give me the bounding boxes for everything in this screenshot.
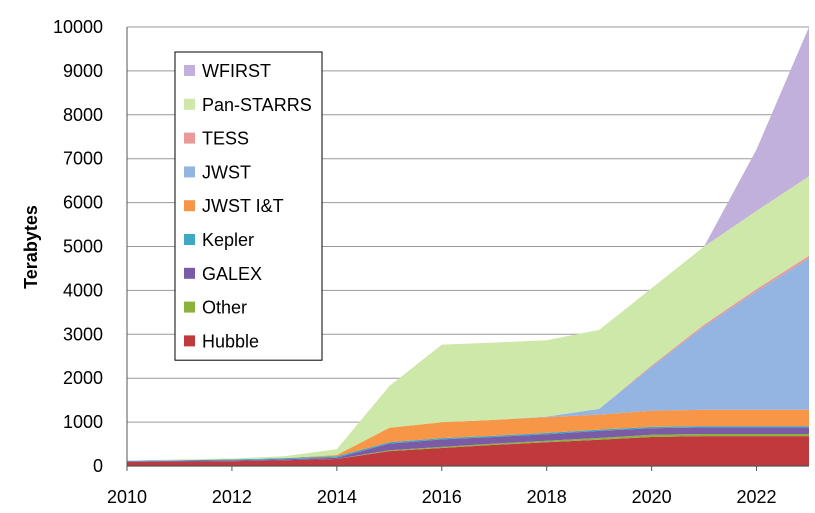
x-tick-label: 2014 [317,487,357,507]
legend-label: GALEX [202,264,262,284]
area-pan-starrs [127,176,809,461]
legend-swatch [184,335,195,347]
legend-label: WFIRST [202,61,271,81]
y-tick-label: 2000 [63,368,103,388]
x-tick-label: 2018 [527,487,567,507]
area-jwst-i-t [127,409,809,461]
y-tick-labels: 0 1000 2000 3000 4000 5000 6000 7000 8000 9000 100… [53,17,103,476]
x-tick-label: 2012 [212,487,252,507]
legend-swatch [184,98,195,110]
legend-label: TESS [202,129,249,149]
legend-swatch [184,234,195,245]
legend-swatch [184,267,195,279]
area-jwst [127,258,809,461]
data-areas [127,27,809,466]
area-hubble [127,436,809,466]
x-tick-label: 2010 [107,487,147,507]
legend-label: JWST [202,162,251,182]
y-tick-label: 7000 [63,149,103,169]
y-tick-label: 3000 [63,324,103,344]
legend-label: Pan-STARRS [202,95,312,115]
y-tick-label: 6000 [63,193,103,213]
legend-label: Kepler [202,230,254,250]
legend: WFIRST Pan-STARRS TESS JWST JWST I&T Kepler GA… [174,51,323,361]
y-tick-label: 9000 [63,61,103,81]
x-tick-label: 2022 [737,487,777,507]
legend-box [174,51,323,361]
legend-swatch [184,65,195,76]
y-tick-label: 0 [93,456,103,476]
legend-swatch [184,132,195,144]
area-galex [127,427,809,462]
legend-swatch [184,200,195,212]
y-tick-label: 5000 [63,237,103,257]
x-tick-label: 2016 [422,487,462,507]
legend-swatch [184,166,195,178]
y-tick-label: 8000 [63,105,103,125]
y-axis-label: Terabytes [21,205,41,289]
legend-label: Other [202,298,247,318]
x-tick-labels: 2010 2012 2014 2016 2018 2020 2022 [107,487,777,507]
legend-swatch [184,301,195,313]
y-tick-label: 4000 [63,280,103,300]
x-tick-label: 2020 [632,487,672,507]
legend-label: Hubble [202,331,259,351]
y-tick-label: 10000 [53,17,103,37]
legend-label: JWST I&T [202,196,284,216]
axes [126,27,809,471]
y-tick-label: 1000 [63,412,103,432]
